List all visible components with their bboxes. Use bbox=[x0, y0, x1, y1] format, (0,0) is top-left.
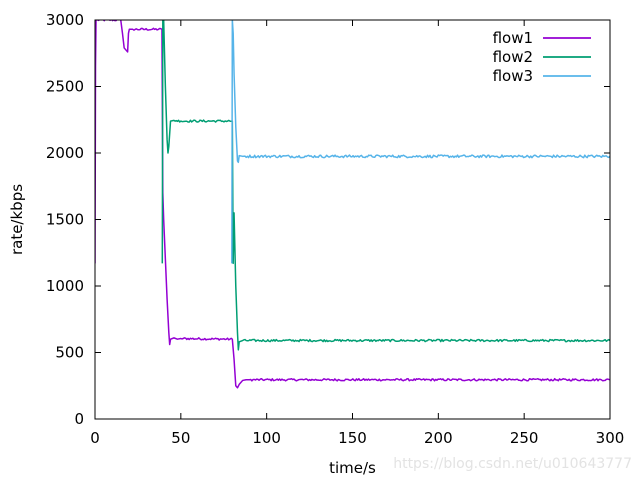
watermark: https://blog.csdn.net/u010643777 bbox=[393, 456, 632, 472]
series-line-flow1 bbox=[95, 20, 610, 389]
ticks-layer: 0 50 100 150 200 250 3000500100015002000250030… bbox=[46, 11, 625, 447]
x-tick-label: 100 bbox=[252, 429, 281, 447]
series-line-flow2 bbox=[161, 20, 610, 351]
x-tick-label: 0 bbox=[90, 429, 100, 447]
y-tick-label: 500 bbox=[55, 344, 84, 362]
series-line-flow3 bbox=[231, 20, 610, 264]
y-axis-label: rate/kbps bbox=[8, 184, 26, 255]
legend-label-flow3: flow3 bbox=[493, 67, 533, 85]
y-tick-label: 2500 bbox=[46, 78, 84, 96]
x-tick-label: 300 bbox=[596, 429, 625, 447]
x-tick-label: 50 bbox=[171, 429, 190, 447]
x-tick-label: 150 bbox=[338, 429, 367, 447]
series-layer bbox=[95, 20, 610, 389]
x-axis-label: time/s bbox=[329, 459, 376, 477]
y-tick-label: 2000 bbox=[46, 144, 84, 162]
y-tick-label: 1500 bbox=[46, 211, 84, 229]
x-tick-label: 250 bbox=[510, 429, 539, 447]
legend-label-flow2: flow2 bbox=[493, 48, 533, 66]
legend-label-flow1: flow1 bbox=[493, 29, 533, 47]
y-tick-label: 1000 bbox=[46, 277, 84, 295]
y-tick-label: 0 bbox=[74, 410, 84, 428]
x-tick-label: 200 bbox=[424, 429, 453, 447]
y-tick-label: 3000 bbox=[46, 11, 84, 29]
